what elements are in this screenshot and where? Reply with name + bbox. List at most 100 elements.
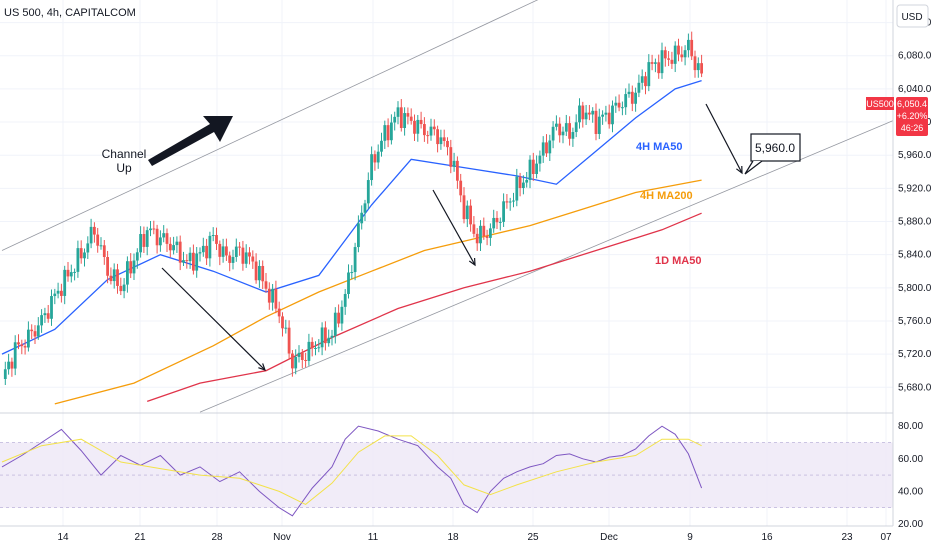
candle-body bbox=[218, 243, 222, 257]
candle-body bbox=[393, 116, 397, 123]
candle-body bbox=[498, 221, 502, 223]
candle-body bbox=[419, 119, 423, 125]
rsi-tick-label: 40.00 bbox=[898, 486, 923, 497]
candle-body bbox=[673, 45, 677, 64]
candle-body bbox=[310, 341, 314, 349]
candle-body bbox=[234, 246, 238, 257]
candle-body bbox=[238, 246, 241, 248]
candle-body bbox=[30, 329, 34, 332]
price-tick-label: 5,920.0 bbox=[898, 183, 932, 194]
time-tick-label: 18 bbox=[447, 532, 459, 543]
candle-body bbox=[284, 327, 288, 329]
candle-body bbox=[228, 255, 232, 263]
candle-body bbox=[297, 352, 301, 357]
candle-body bbox=[515, 176, 519, 201]
candle-body bbox=[40, 315, 43, 326]
candle-body bbox=[159, 237, 162, 246]
candle-body bbox=[33, 331, 37, 337]
swing-arrow-head bbox=[736, 165, 743, 175]
candle-body bbox=[162, 233, 166, 238]
candle-body bbox=[3, 369, 7, 379]
time-tick-label: 28 bbox=[211, 532, 223, 543]
candle-body bbox=[287, 327, 291, 354]
candle-body bbox=[390, 122, 393, 141]
time-axis: 14 21 28 Nov 11 18 25 Dec 9 16 23 07 bbox=[57, 532, 892, 543]
candle-body bbox=[208, 235, 212, 259]
candle-body bbox=[50, 296, 53, 319]
candle-body bbox=[366, 180, 370, 204]
candle-body bbox=[640, 76, 644, 83]
rsi-tick-label: 60.00 bbox=[898, 454, 923, 465]
candle-body bbox=[432, 126, 436, 130]
currency-label: USD bbox=[901, 12, 922, 23]
price-tick-label: 5,800.0 bbox=[898, 283, 932, 294]
ma200-4h-label: 4H MA200 bbox=[640, 190, 693, 202]
candle-body bbox=[621, 107, 624, 109]
candle-body bbox=[63, 269, 67, 296]
candle-body bbox=[36, 325, 40, 337]
price-tick-label: 6,080.0 bbox=[898, 51, 932, 62]
time-tick-label: 21 bbox=[134, 532, 146, 543]
candle-body bbox=[634, 92, 637, 104]
price-tag-bg bbox=[896, 97, 928, 136]
candle-body bbox=[436, 129, 439, 145]
candle-body bbox=[492, 217, 496, 229]
candle-body bbox=[53, 293, 57, 297]
candle-body bbox=[660, 50, 664, 74]
candle-body bbox=[446, 140, 449, 148]
candle-body bbox=[373, 154, 377, 163]
candle-body bbox=[548, 140, 552, 154]
candle-body bbox=[198, 252, 202, 254]
candle-body bbox=[23, 346, 27, 348]
candle-body bbox=[584, 112, 588, 120]
candle-body bbox=[102, 245, 106, 258]
candle-body bbox=[43, 313, 47, 316]
candle-body bbox=[654, 62, 657, 64]
candle-body bbox=[462, 195, 466, 220]
candle-body bbox=[386, 125, 390, 141]
candle-body bbox=[221, 246, 225, 257]
candle-body bbox=[56, 290, 60, 294]
time-tick-label: Dec bbox=[600, 532, 618, 543]
candle-body bbox=[469, 205, 472, 225]
candle-body bbox=[172, 245, 175, 251]
candle-body bbox=[423, 124, 426, 136]
target-callout-pointer bbox=[744, 160, 763, 175]
candle-body bbox=[545, 142, 548, 154]
candle-body bbox=[555, 123, 558, 127]
time-tick-label: 11 bbox=[368, 532, 379, 543]
candle-body bbox=[343, 293, 347, 307]
rsi-tick-label: 80.00 bbox=[898, 421, 923, 432]
symbol-tag: US500 bbox=[866, 99, 894, 109]
candle-body bbox=[495, 217, 499, 223]
candle-body bbox=[597, 116, 601, 134]
candle-body bbox=[406, 113, 410, 117]
candle-body bbox=[327, 337, 331, 344]
candle-body bbox=[340, 306, 344, 324]
chart-title: US 500, 4h, CAPITALCOM bbox=[4, 7, 136, 19]
candle-body bbox=[561, 131, 565, 136]
currency-button[interactable] bbox=[896, 4, 929, 28]
candle-body bbox=[650, 62, 654, 64]
candle-body bbox=[254, 261, 258, 281]
candle-body bbox=[165, 233, 169, 244]
time-tick-label: Nov bbox=[273, 532, 291, 543]
time-tick-label: 23 bbox=[841, 532, 853, 543]
candle-body bbox=[627, 91, 631, 95]
ma-line bbox=[54, 179, 702, 405]
candle-body bbox=[535, 163, 538, 175]
candle-body bbox=[475, 233, 479, 244]
candle-body bbox=[465, 205, 469, 220]
time-tick-label: 07 bbox=[880, 532, 892, 543]
candle-body bbox=[693, 56, 697, 71]
price-tick-label: 5,960.0 bbox=[898, 150, 932, 161]
candle-body bbox=[79, 248, 83, 259]
candle-body bbox=[300, 352, 304, 360]
candle-body bbox=[396, 107, 400, 117]
candle-body bbox=[215, 235, 218, 244]
candle-body bbox=[178, 241, 182, 263]
candle-body bbox=[657, 62, 661, 74]
price-axis-bg bbox=[893, 0, 932, 550]
candle-body bbox=[86, 243, 90, 253]
